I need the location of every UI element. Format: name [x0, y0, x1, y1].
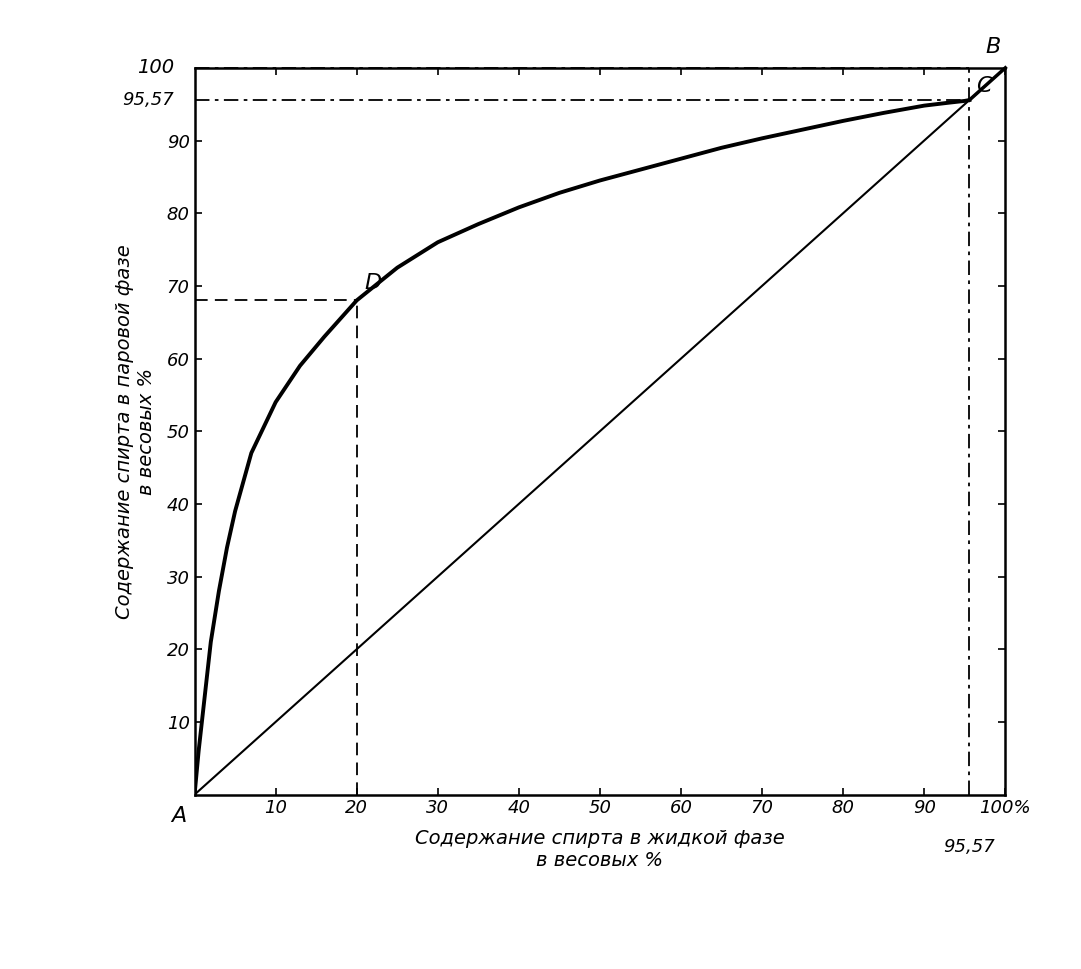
Text: B: B [985, 37, 1000, 57]
X-axis label: Содержание спирта в жидкой фазе
в весовых %: Содержание спирта в жидкой фазе в весовы… [415, 828, 785, 869]
Text: 95,57: 95,57 [122, 91, 174, 109]
Text: C: C [976, 77, 991, 96]
Text: A: A [171, 806, 186, 827]
Text: 100: 100 [137, 58, 174, 78]
Text: 95,57: 95,57 [944, 838, 996, 857]
Y-axis label: Содержание спирта в паровой фазе
в весовых %: Содержание спирта в паровой фазе в весов… [115, 244, 156, 618]
Text: D: D [365, 273, 382, 293]
